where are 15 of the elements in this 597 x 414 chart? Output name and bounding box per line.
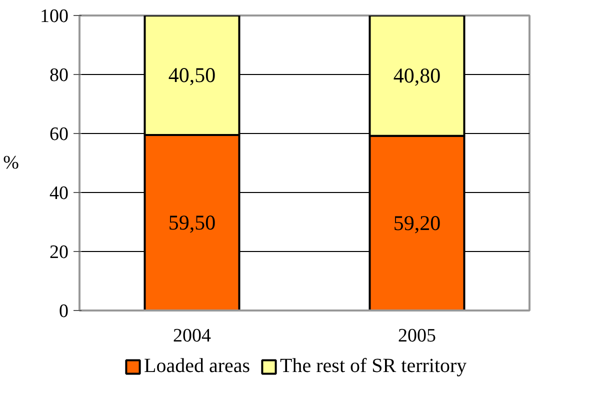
y-tick-label: 80 xyxy=(50,65,68,86)
data-label: 59,50 xyxy=(168,210,216,235)
y-tick-label: 100 xyxy=(40,6,68,27)
y-axis-title: % xyxy=(3,152,20,174)
y-tick-label: 40 xyxy=(50,183,68,204)
x-tick-label: 2004 xyxy=(173,326,212,346)
y-tick-label: 0 xyxy=(59,301,68,322)
y-tick-label: 20 xyxy=(50,242,68,263)
data-label: 40,80 xyxy=(393,64,441,88)
legend-label: The rest of SR territory xyxy=(280,355,467,378)
legend-label: Loaded areas xyxy=(144,355,250,378)
data-label: 40,50 xyxy=(168,63,216,88)
data-label: 59,20 xyxy=(393,211,441,236)
x-tick-label: 2005 xyxy=(398,326,436,346)
y-tick-label: 60 xyxy=(50,124,68,145)
